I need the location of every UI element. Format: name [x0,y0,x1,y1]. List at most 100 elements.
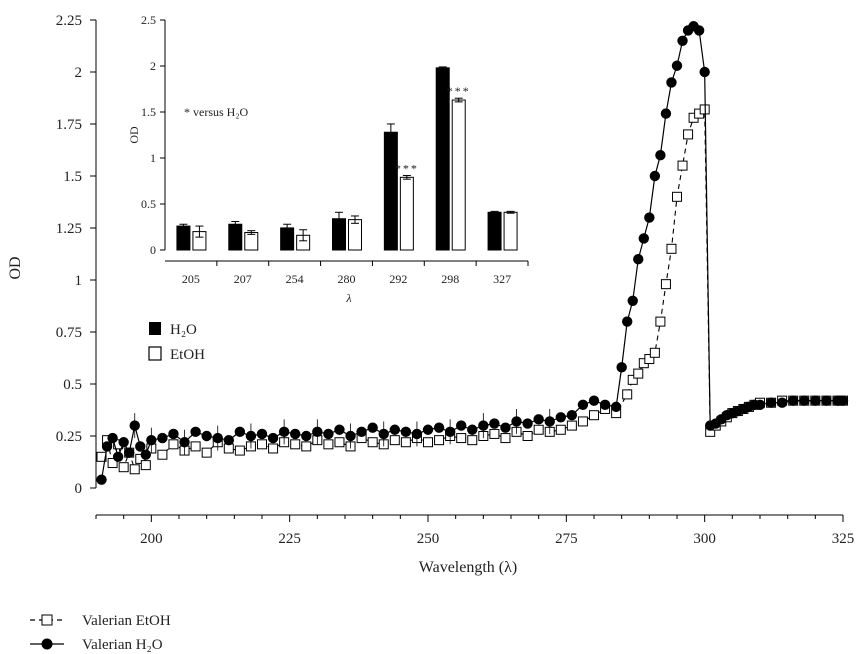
main-y-tick-label: 1 [75,273,83,289]
inset-x-tick-label: 292 [389,272,407,286]
data-point-h2o [267,432,279,444]
data-point-h2o [671,60,683,71]
data-point-h2o [400,426,412,438]
inset-legend-label-h2o: H₂O [170,322,197,338]
inset-bar-etoh [244,232,259,251]
data-point-etoh [301,441,312,452]
data-point-h2o [212,432,223,444]
data-point-h2o [278,426,290,438]
series-valerian-h2o [96,21,849,485]
inset-bar-etoh [451,99,466,251]
data-point-h2o [168,428,179,440]
inset-y-tick-label: 1 [150,151,156,165]
data-point-h2o [627,295,638,306]
data-point-h2o [323,428,334,440]
data-point-h2o [467,424,478,435]
data-point-h2o [118,437,129,448]
data-point-h2o [655,150,666,161]
main-y-tick-label: 0.25 [56,429,82,445]
data-point-etoh [627,374,638,385]
main-x-tick-label: 200 [140,531,163,547]
data-point-etoh [129,464,140,475]
legend-label-h2o: Valerian H₂O [82,637,163,653]
data-point-h2o [660,108,672,119]
data-point-etoh [140,460,151,471]
main-y-axis-label: OD [7,256,24,279]
data-point-h2o [179,437,190,448]
data-point-etoh [589,410,599,421]
inset-x-tick-label: 205 [182,272,200,286]
data-point-h2o [124,447,135,458]
data-point-h2o [112,451,124,462]
data-point-etoh [456,433,467,444]
inset-bar-h2o [383,131,398,251]
data-point-h2o [544,416,555,427]
inset-legend: H₂O EtOH [148,322,205,363]
inset-x-tick-label: 298 [441,272,459,286]
data-point-etoh [577,416,588,427]
data-point-h2o [223,434,234,446]
inset-x-axis-label: λ [345,291,351,305]
data-point-etoh [660,279,671,290]
inset-note: * versus H₂O [184,105,249,119]
data-point-h2o [201,430,212,442]
main-y-tick-label: 1.25 [56,221,82,237]
main-x-tick-label: 300 [693,531,716,547]
data-point-h2o [378,428,389,440]
data-point-etoh [157,449,168,460]
main-y-tick-label: 0.75 [56,325,82,341]
inset-y-tick-label: 1.5 [141,105,156,119]
data-point-h2o [799,395,810,406]
data-point-etoh [201,447,212,458]
inset-significance-marker: *** [395,161,419,175]
data-point-h2o [566,410,578,421]
inset-chart-bars: *** *** [176,66,518,251]
inset-y-tick-label: 0 [150,243,156,257]
data-point-h2o [633,254,644,265]
data-point-h2o [478,420,489,431]
data-point-h2o [649,170,661,182]
data-point-h2o [129,420,140,431]
inset-legend-swatch-etoh [148,346,162,361]
data-point-etoh [622,389,633,400]
data-point-etoh [683,129,694,140]
data-point-h2o [599,399,611,410]
inset-chart-axes: 0 0.5 1 1.5 2 2.5 205 207 254 280 292 298 327 [139,13,536,306]
data-point-etoh [389,435,400,446]
data-point-h2o [577,399,589,410]
data-point-h2o [290,428,301,440]
data-point-etoh [118,462,129,473]
main-x-axis-label: Wavelength (λ) [419,559,517,576]
data-point-etoh [367,437,378,448]
inset-y-tick-label: 2 [150,59,156,73]
data-point-h2o [96,474,107,485]
data-point-h2o [334,424,345,435]
data-point-etoh [522,431,533,441]
inset-y-tick-label: 2.5 [141,13,156,27]
data-point-etoh [323,439,334,450]
data-point-etoh [655,316,666,327]
data-point-etoh [423,437,433,448]
data-point-h2o [433,422,445,433]
data-point-h2o [610,401,622,413]
data-point-h2o [135,441,146,452]
legend-marker-h2o [41,638,53,650]
data-point-etoh [467,435,478,446]
data-point-etoh [107,458,118,469]
main-y-tick-label: 2.25 [56,13,82,29]
data-point-etoh [168,439,179,450]
data-point-etoh [666,243,677,254]
data-point-h2o [588,395,600,406]
data-point-h2o [622,316,633,327]
data-point-h2o [444,426,456,438]
data-point-etoh [290,439,301,450]
inset-bar-etoh [399,176,414,251]
data-point-h2o [140,449,151,460]
data-point-etoh [434,435,445,446]
data-point-etoh [334,437,345,448]
data-point-etoh [190,441,201,452]
main-y-tick-label: 0.5 [63,377,82,393]
data-point-h2o [345,430,356,442]
data-point-h2o [776,397,788,408]
